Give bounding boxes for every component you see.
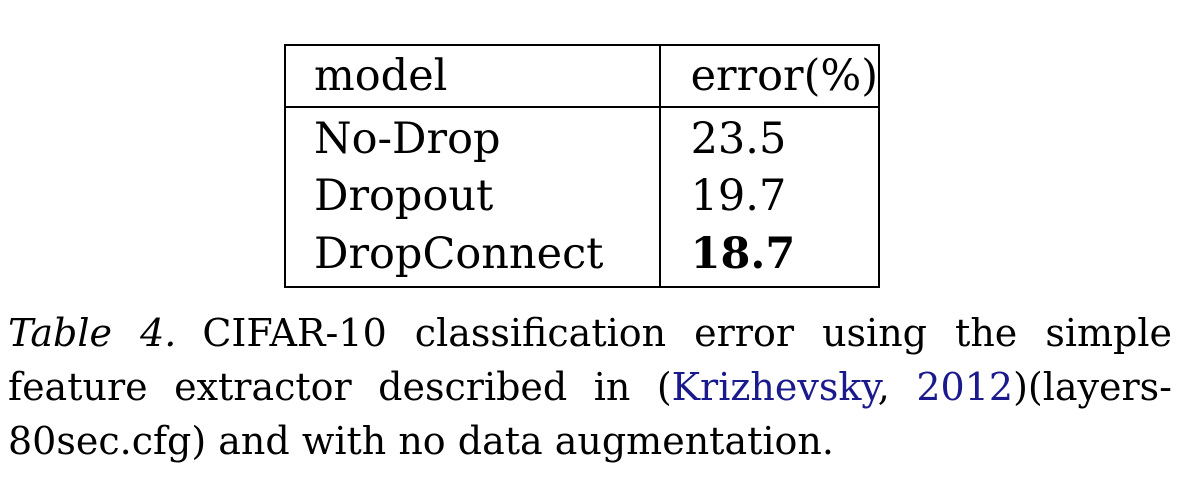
table-header-row: model error(%) (286, 46, 878, 108)
row-error-value: 19.7 (690, 171, 787, 222)
row-model-name: Dropout (286, 166, 661, 227)
row-model-name: DropConnect (286, 226, 661, 286)
table-caption: Table 4. CIFAR-10 classification error us… (8, 306, 1172, 468)
row-error-value-best: 18.7 (690, 229, 796, 280)
row-error-value: 23.5 (690, 114, 787, 165)
caption-text-after: )(layers-80sec.cfg) and with no data aug… (8, 365, 1172, 463)
table-row: Dropout 19.7 (286, 166, 878, 227)
caption-label: Table 4. (8, 311, 177, 355)
row-model-name: No-Drop (286, 107, 661, 167)
citation-author-link[interactable]: Krizhevsky (671, 365, 878, 409)
citation-separator: , (877, 365, 917, 409)
results-table-frame: model error(%) No-Drop 23.5 Dropout 19.7… (284, 44, 880, 288)
caption-text-before: CIFAR-10 classification error using the … (8, 311, 1172, 409)
header-error: error(%) (659, 46, 878, 108)
results-table: model error(%) No-Drop 23.5 Dropout 19.7… (286, 46, 878, 286)
table-row: No-Drop 23.5 (286, 107, 878, 167)
citation-year-link[interactable]: 2012 (916, 365, 1014, 409)
header-model: model (286, 46, 661, 108)
table-row: DropConnect 18.7 (286, 226, 878, 286)
